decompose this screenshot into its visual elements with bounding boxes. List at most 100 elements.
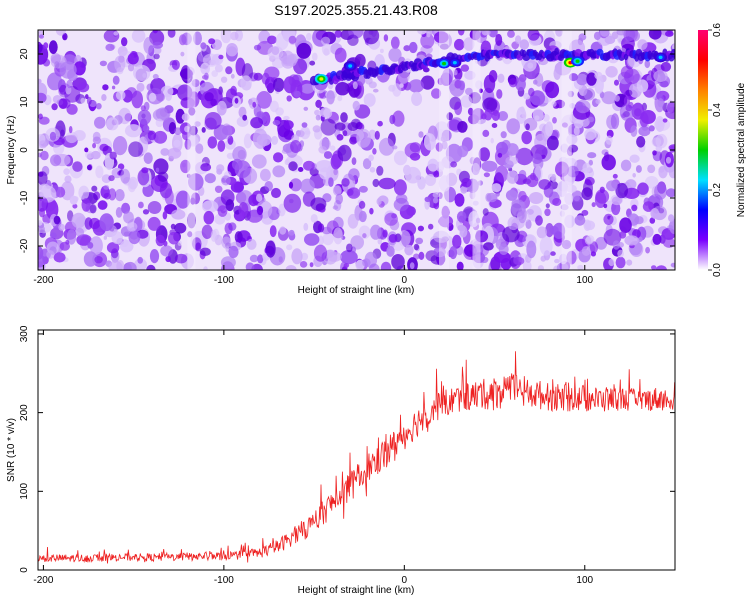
noise-cell [378,177,396,190]
noise-cell [403,45,411,52]
noise-cell [147,216,161,231]
noise-cell [515,77,526,92]
noise-cell [202,200,219,213]
noise-cell [77,82,90,93]
heatmap-x-label: Height of straight line (km) [298,285,415,296]
noise-cell [106,242,120,254]
noise-cell [530,172,536,181]
noise-cell [506,170,519,184]
noise-cell [496,141,508,155]
heatmap-noise-cells [38,30,675,270]
noise-cell [230,31,239,41]
noise-cell [250,117,263,129]
noise-cell [363,30,380,45]
noise-cell [251,263,263,270]
x-tick-label: 100 [576,575,593,586]
noise-cell [428,223,434,230]
noise-cell [50,53,61,64]
noise-cell [137,256,143,264]
noise-cell [650,208,660,219]
noise-cell [66,79,73,89]
noise-cell [234,160,251,178]
noise-cell [583,88,596,101]
noise-cell [165,256,171,263]
colorbar-label: Normalized spectral amplitude [736,82,747,217]
noise-cell [528,87,535,97]
noise-cell [323,48,330,56]
noise-cell [648,30,662,40]
noise-cell [155,118,164,128]
noise-cell [285,265,297,270]
noise-cell [101,94,107,101]
noise-cell [340,250,358,265]
noise-cell [136,82,145,92]
noise-cell [606,180,618,192]
noise-cell [279,226,287,235]
noise-cell [589,241,599,254]
noise-cell [377,238,383,245]
noise-cell [651,137,662,147]
noise-cell [454,38,465,51]
noise-cell [391,253,405,270]
signal-peak [314,73,328,84]
noise-cell [217,205,228,217]
noise-cell [111,85,116,90]
noise-cell [173,139,181,148]
noise-cell [120,168,131,184]
noise-cell [234,97,239,104]
noise-cell [521,111,527,119]
noise-cell [432,192,440,198]
noise-cell [286,244,293,251]
noise-cell [141,167,149,174]
noise-cell [103,235,108,240]
noise-cell [388,234,398,243]
noise-cell [362,158,372,170]
noise-cell [42,58,51,67]
noise-cell [195,143,204,154]
noise-cell [155,167,160,173]
noise-cell [352,100,360,111]
noise-cell [94,256,103,264]
noise-cell [615,256,626,269]
noise-cell [666,188,675,198]
noise-cell [662,118,668,123]
noise-cell [226,43,238,57]
noise-cell [286,95,292,102]
noise-cell [542,114,550,122]
noise-cell [59,241,70,251]
noise-cell [372,178,380,188]
noise-cell [454,193,465,207]
noise-cell [318,235,324,247]
noise-cell [374,130,380,140]
noise-cell [332,185,342,196]
noise-cell [417,225,424,232]
noise-cell [39,34,44,39]
noise-cell [577,265,584,270]
noise-cell [485,192,492,202]
noise-cell [347,34,359,46]
noise-cell [204,173,216,184]
noise-cell [99,60,107,67]
noise-cell [515,147,534,166]
noise-cell [495,33,503,46]
noise-cell [53,141,65,155]
signal-peak [654,52,668,63]
noise-cell [322,232,334,246]
noise-cell [343,263,350,268]
noise-cell [372,148,377,155]
y-tick-label: 20 [19,48,30,60]
noise-cell [393,150,408,166]
noise-cell [211,70,218,77]
noise-cell [115,90,126,101]
noise-cell [507,216,520,231]
figure-title: S197.2025.355.21.43.R08 [274,2,438,18]
noise-cell [300,178,315,194]
noise-cell [625,89,633,97]
noise-cell [288,181,294,189]
noise-cell [147,201,162,214]
noise-cell [153,53,160,60]
noise-cell [482,97,498,113]
noise-cell [108,175,115,182]
noise-cell [634,216,644,225]
noise-cell [127,52,139,65]
